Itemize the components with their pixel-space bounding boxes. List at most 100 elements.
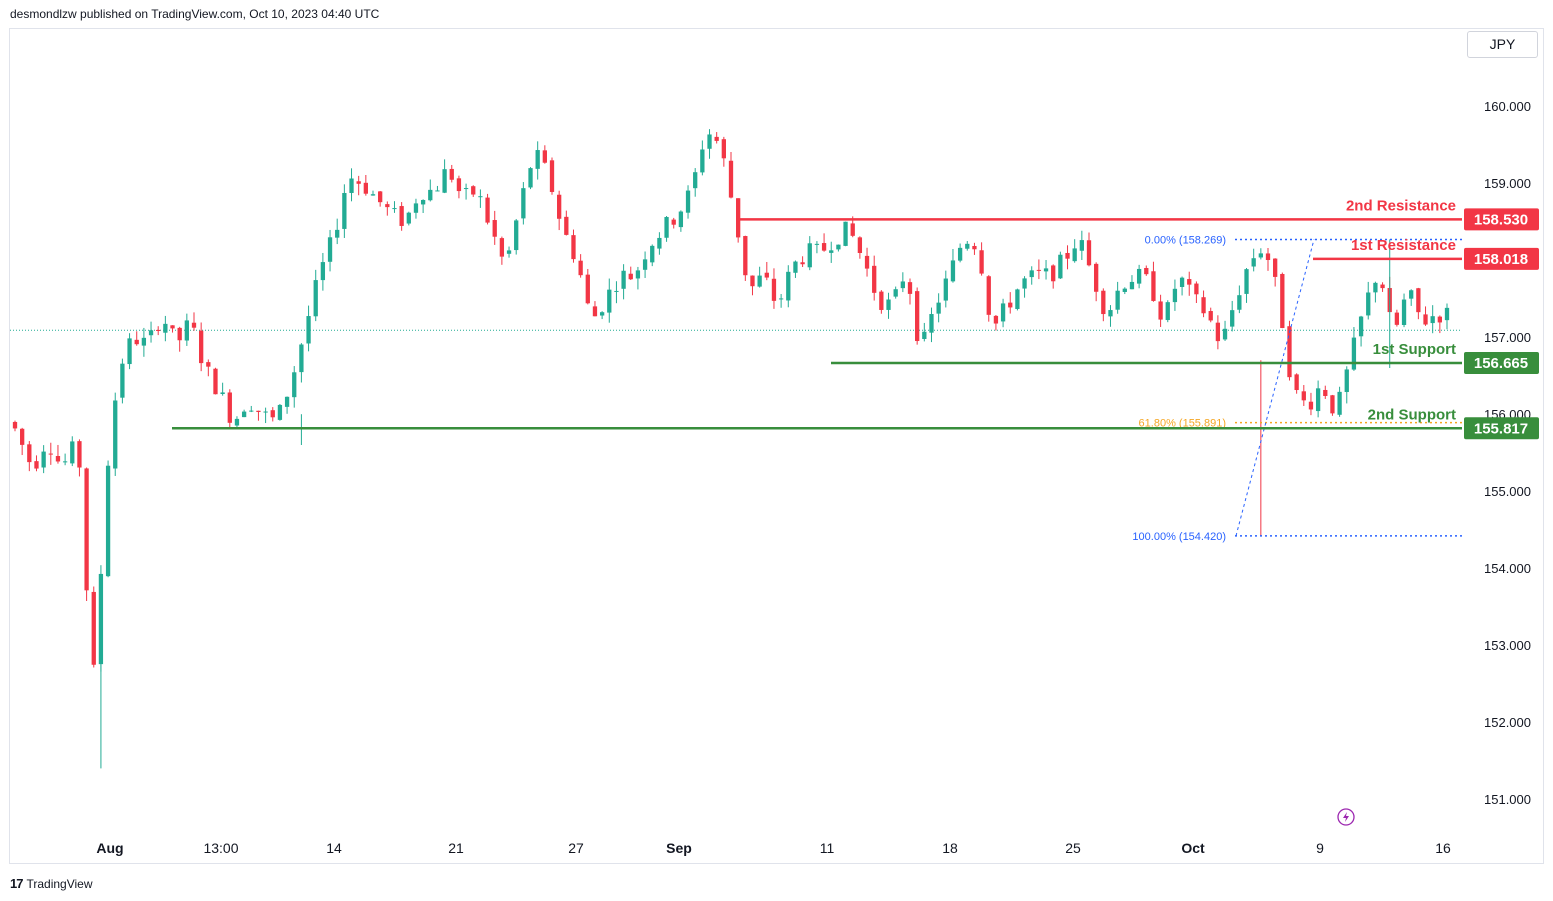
- candle-body: [843, 221, 848, 246]
- candle: [1079, 230, 1084, 261]
- tradingview-logo-icon: 17: [10, 876, 24, 891]
- price-tag: [1464, 247, 1539, 270]
- candle-body: [456, 178, 462, 192]
- candle: [170, 325, 175, 333]
- x-tick-label: 18: [942, 840, 958, 856]
- candle-body: [1222, 328, 1228, 340]
- candle-body: [170, 325, 175, 329]
- candle: [757, 266, 762, 288]
- candle-body: [1108, 310, 1113, 317]
- candle: [471, 185, 476, 197]
- candle-body: [191, 322, 197, 328]
- candle-body: [499, 238, 505, 257]
- candle-body: [12, 421, 18, 429]
- candle: [771, 268, 777, 309]
- candle-body: [1144, 267, 1149, 275]
- candle-body: [313, 280, 318, 317]
- candle-body: [650, 245, 655, 263]
- candle: [70, 436, 75, 467]
- candle-body: [1036, 269, 1042, 271]
- candle-body: [714, 136, 719, 141]
- candle-body: [478, 196, 483, 198]
- candle: [1409, 289, 1414, 306]
- candle-body: [1008, 302, 1013, 308]
- candle-body: [113, 400, 118, 469]
- candle-body: [685, 190, 691, 213]
- candle: [628, 266, 633, 280]
- candle-body: [1086, 240, 1092, 266]
- candle: [1136, 264, 1142, 289]
- candle-body: [77, 441, 82, 468]
- candle-body: [428, 189, 433, 201]
- candle-body: [284, 396, 290, 407]
- candle: [34, 455, 39, 472]
- candle: [564, 210, 569, 236]
- fib-level-label: 100.00% (154.420): [1132, 531, 1226, 543]
- candle: [1444, 303, 1450, 330]
- candle-body: [1315, 388, 1321, 412]
- candle: [313, 269, 318, 322]
- candle: [607, 278, 612, 323]
- candle: [821, 233, 827, 252]
- candle: [750, 275, 755, 296]
- y-axis: 160.000159.000158.000157.000156.000155.0…: [1484, 99, 1531, 807]
- candle-body: [463, 188, 469, 190]
- candle-body: [821, 243, 827, 251]
- candle: [199, 322, 204, 372]
- candle: [1351, 327, 1357, 371]
- candle-body: [693, 172, 698, 189]
- candle: [1051, 264, 1056, 289]
- candle: [807, 236, 812, 271]
- candle: [528, 167, 533, 190]
- candle: [370, 190, 376, 196]
- candle: [256, 410, 261, 421]
- candle: [714, 132, 719, 144]
- candle: [206, 359, 211, 377]
- candle: [506, 246, 512, 258]
- candle: [614, 281, 619, 304]
- price-tag-text: 158.530: [1474, 211, 1528, 228]
- candle-body: [41, 451, 46, 468]
- candle: [1401, 293, 1407, 328]
- candle-body: [592, 306, 598, 317]
- candle-body: [778, 298, 784, 300]
- candle-body: [893, 289, 898, 297]
- chart-frame: [9, 28, 1544, 864]
- candle: [1115, 281, 1120, 314]
- candle: [585, 268, 590, 305]
- candle-body: [234, 418, 240, 426]
- candle-body: [392, 208, 397, 210]
- candle: [836, 244, 841, 252]
- candle-body: [492, 220, 497, 237]
- candle: [736, 198, 741, 243]
- candle-body: [786, 271, 791, 301]
- support-resistance-levels[interactable]: 2nd Resistance 158.530 1st Resistance 158.0…: [172, 197, 1539, 440]
- candle: [442, 159, 447, 194]
- candle-body: [1237, 295, 1242, 310]
- candle-body: [635, 270, 641, 279]
- candle-body: [814, 243, 820, 245]
- candle: [578, 254, 583, 278]
- candle-body: [1401, 299, 1407, 325]
- currency-selector[interactable]: JPY: [1467, 31, 1538, 58]
- candle-body: [134, 339, 139, 345]
- candle: [549, 157, 555, 195]
- candle-body: [199, 330, 204, 364]
- candle-body: [370, 194, 376, 196]
- candle: [793, 260, 798, 278]
- candle: [1187, 271, 1192, 296]
- fibonacci-retracement[interactable]: 0.00% (158.269) 61.80% (155.891) 100.00% (…: [1132, 234, 1462, 543]
- candle-body: [535, 150, 540, 169]
- candle-body: [34, 461, 39, 469]
- candle-body: [471, 186, 476, 195]
- candle-body: [1308, 401, 1314, 410]
- candle-body: [850, 223, 855, 236]
- fib-level-label: 61.80% (155.891): [1139, 418, 1226, 430]
- y-tick-label: 160.000: [1484, 99, 1531, 114]
- candle-body: [299, 344, 304, 373]
- lightning-icon[interactable]: [1337, 808, 1355, 826]
- resistance-level: 1st Resistance 158.018: [1313, 237, 1539, 270]
- candle: [105, 460, 111, 578]
- candle: [778, 293, 784, 308]
